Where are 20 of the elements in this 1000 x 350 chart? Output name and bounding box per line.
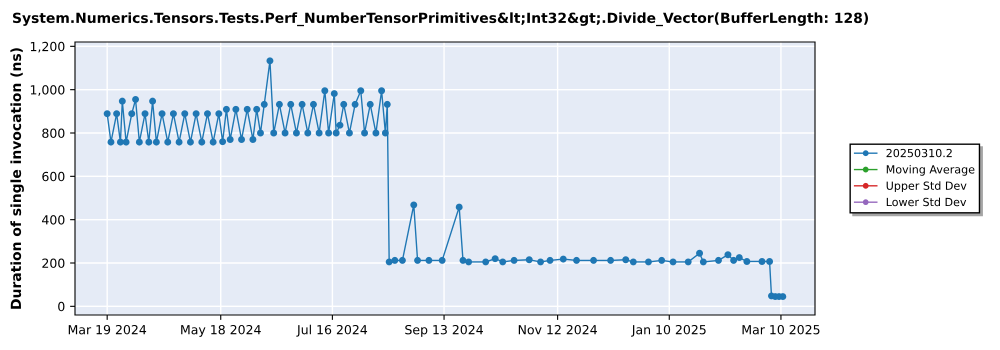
x-tick-label: Mar 10 2025 (742, 324, 820, 334)
y-tick-label: 1,200 (30, 42, 64, 53)
x-tick-label: Jan 10 2025 (631, 324, 706, 337)
legend-label: Lower Std Dev (886, 198, 966, 206)
y-tick-label: 0 (58, 302, 64, 312)
y-axis-title: Duration of single invocation (ns) (10, 48, 24, 309)
x-tick-label: Sep 13 2024 (405, 324, 483, 337)
x-tick-label: May 18 2024 (181, 324, 261, 337)
chart-title: System.Numerics.Tensors.Tests.Perf_NumberTensorPrimitives&lt;Int32&gt;.Divide_Vector(BufferLength: 128) (12, 12, 868, 26)
y-tick-label: 200 (42, 258, 64, 268)
legend-label: 20250310.2 (886, 148, 952, 158)
y-tick-label: 1,000 (30, 85, 64, 96)
legend-label: Upper Std Dev (886, 181, 967, 192)
y-tick-label: 400 (42, 215, 64, 225)
x-tick-label: Mar 19 2024 (68, 324, 146, 334)
y-tick-label: 600 (42, 172, 64, 182)
x-tick-label: Jul 16 2024 (296, 324, 368, 337)
legend-label: Moving Average (886, 164, 974, 176)
y-tick-label: 800 (42, 128, 64, 138)
x-tick-label: Nov 12 2024 (518, 324, 597, 334)
